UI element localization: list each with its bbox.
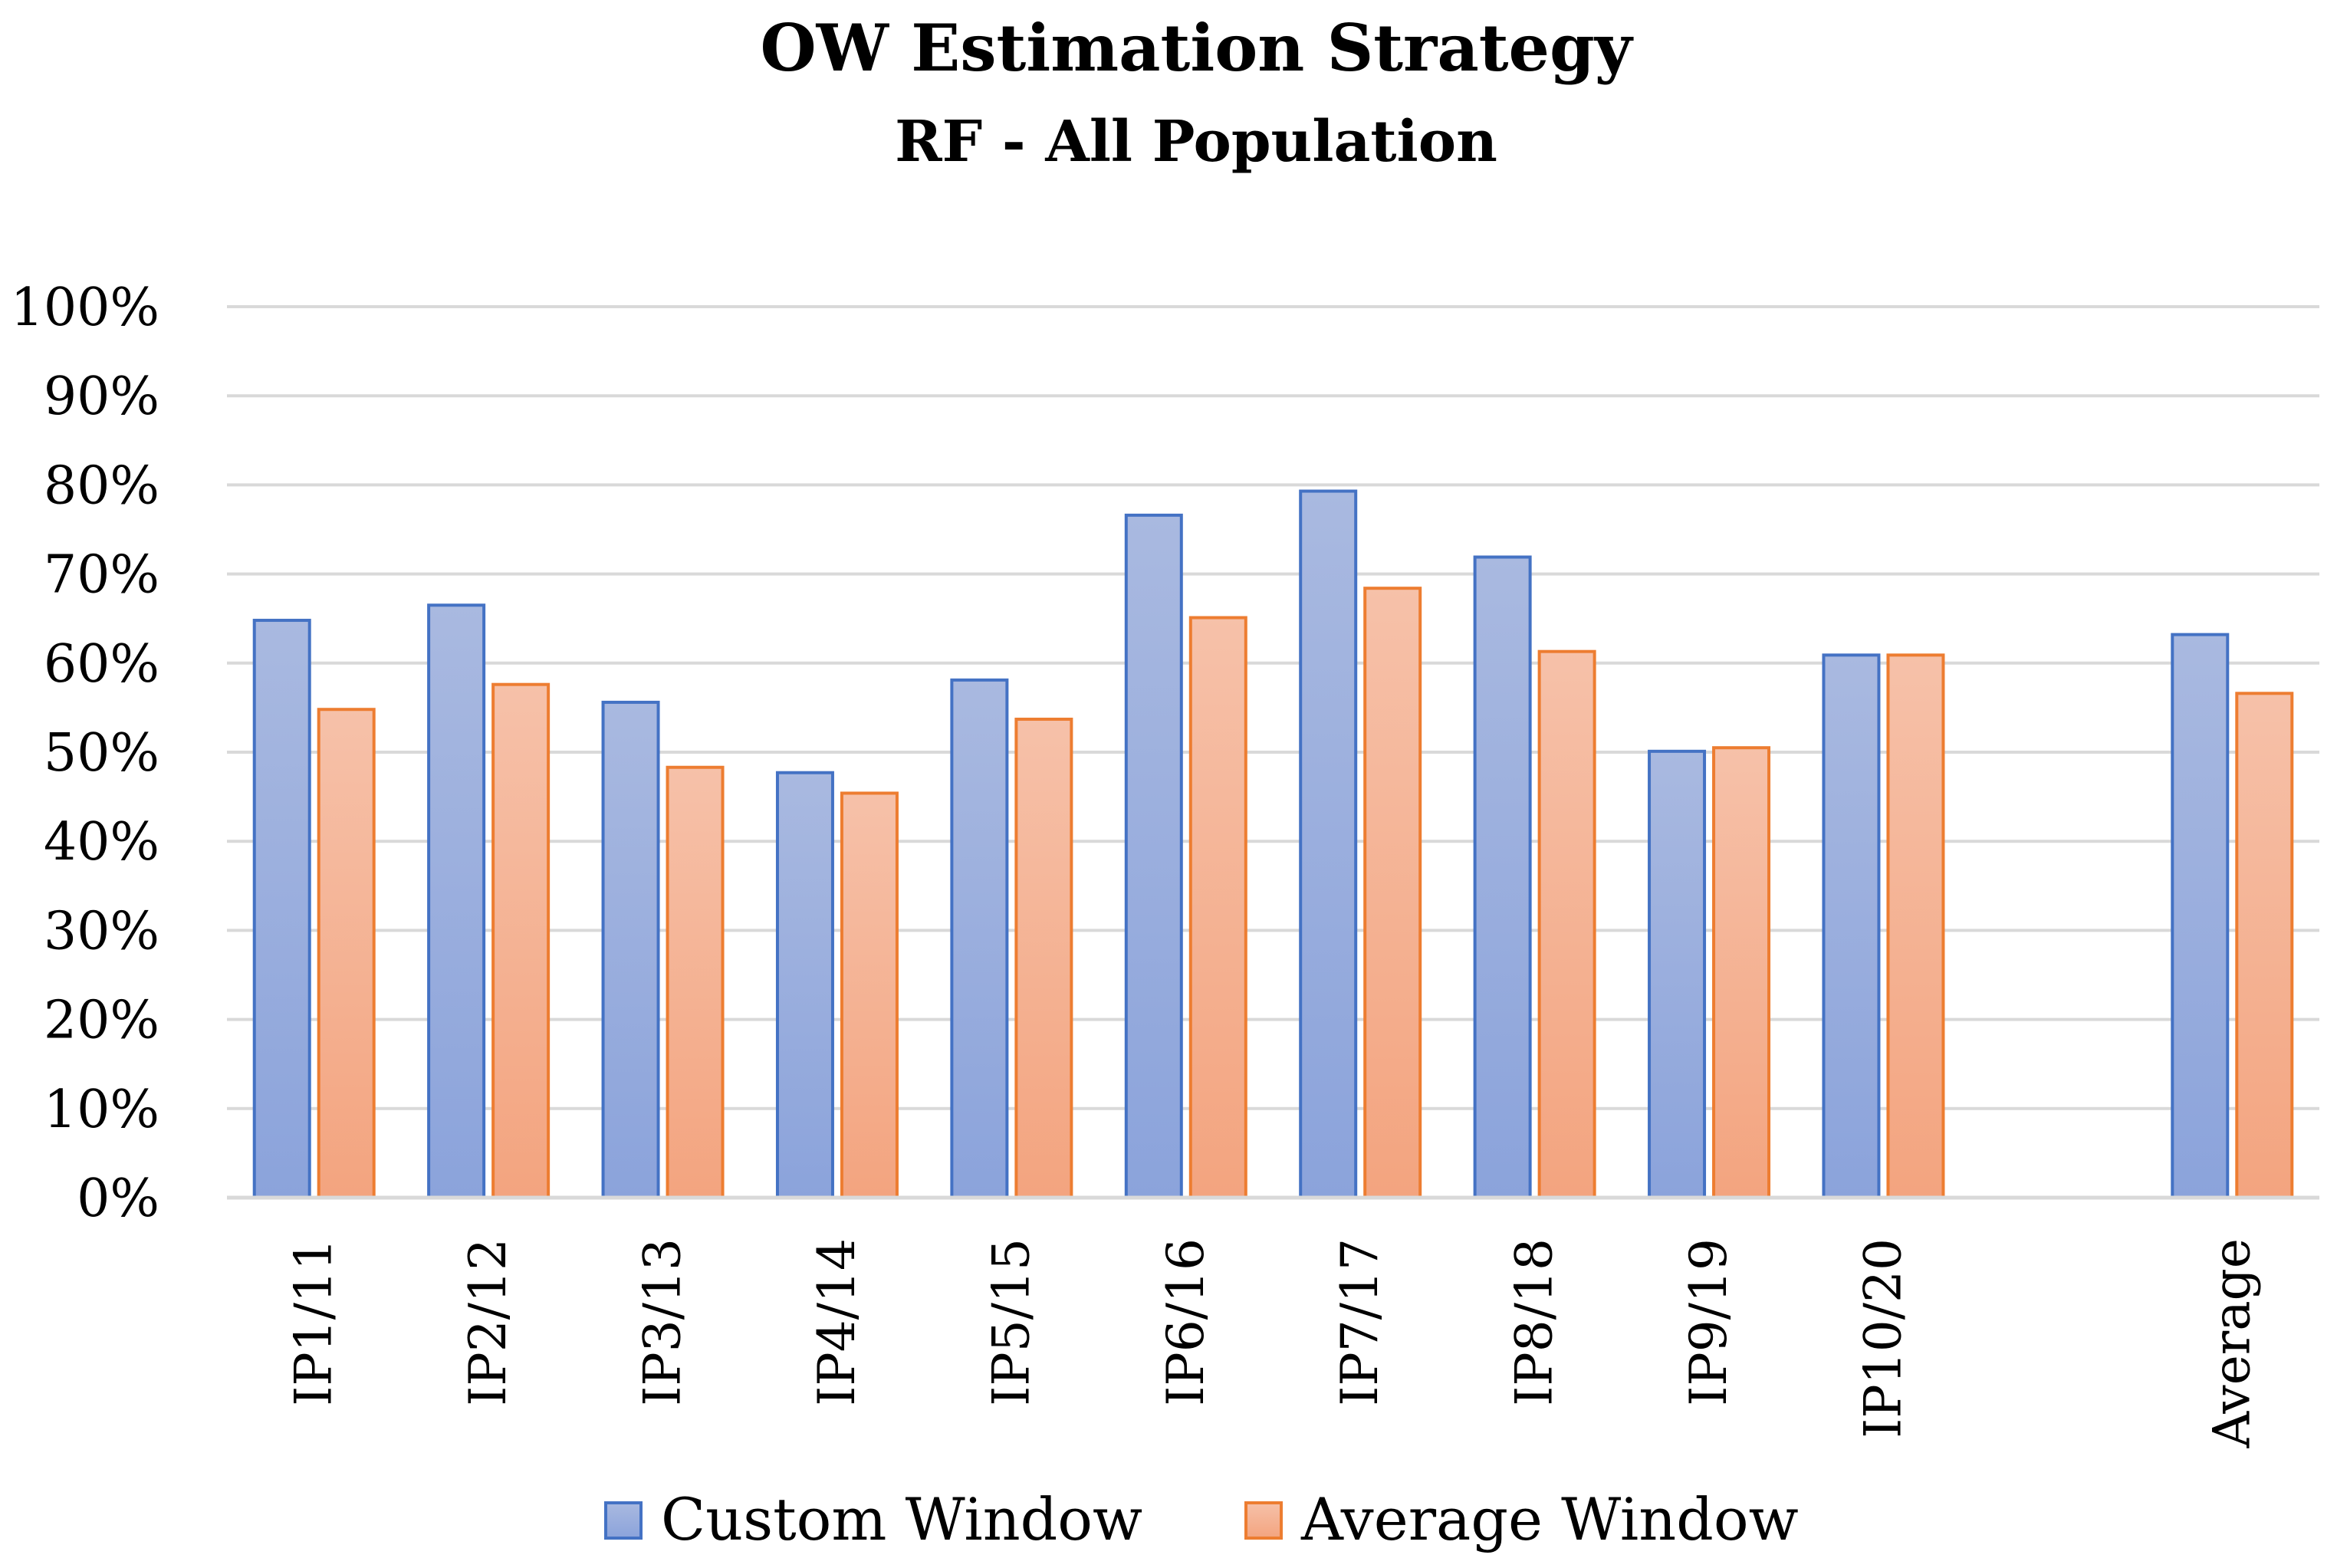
bar-average-window <box>1886 653 1945 1199</box>
bar-custom-window <box>601 700 660 1199</box>
bar-average-window <box>491 682 551 1199</box>
x-tick-label: IP4/14 <box>807 1238 866 1406</box>
y-tick-label: 70% <box>44 545 159 606</box>
bar-custom-window <box>1299 489 1358 1199</box>
bar-custom-window <box>1648 749 1707 1199</box>
bar-average-window <box>1537 649 1596 1199</box>
legend-swatch <box>1244 1501 1283 1540</box>
legend-label: Average Window <box>1300 1485 1799 1553</box>
x-tick-label: Average <box>2202 1238 2261 1449</box>
y-tick-label: 50% <box>44 723 159 784</box>
x-tick-label: IP3/13 <box>633 1238 692 1406</box>
y-tick-label: 20% <box>44 991 159 1051</box>
legend: Custom Window Average Window <box>604 1485 1799 1553</box>
legend-label: Custom Window <box>661 1485 1142 1553</box>
x-tick-label: IP5/15 <box>981 1238 1040 1406</box>
bar-average-window <box>666 765 725 1199</box>
x-axis-ticks: IP1/11 IP2/12 IP3/13 IP4/14 IP5/15 IP6/16 IP7/… <box>284 1238 2262 1449</box>
y-tick-label: 60% <box>44 634 159 695</box>
chart-title: OW Estimation Strategy <box>760 10 1633 86</box>
bar-custom-window <box>1473 555 1532 1199</box>
y-tick-label: 90% <box>44 367 159 427</box>
x-tick-label: IP10/20 <box>1853 1238 1912 1438</box>
bar-average-window <box>317 708 376 1199</box>
y-tick-label: 0% <box>77 1169 159 1229</box>
bar-custom-window <box>2171 633 2230 1199</box>
bars <box>252 489 2294 1199</box>
x-tick-label: IP8/18 <box>1505 1238 1564 1406</box>
bar-average-window <box>1363 587 1422 1199</box>
bar-average-window <box>1014 718 1073 1199</box>
y-tick-label: 30% <box>44 901 159 962</box>
chart-subtitle: RF - All Population <box>895 109 1497 175</box>
bar-custom-window <box>1124 513 1183 1199</box>
bar-custom-window <box>1822 653 1881 1199</box>
bar-custom-window <box>427 603 486 1199</box>
y-tick-label: 10% <box>44 1080 159 1140</box>
x-tick-label: IP9/19 <box>1679 1238 1738 1406</box>
x-tick-label: IP7/17 <box>1330 1238 1389 1406</box>
x-tick-label: IP6/16 <box>1156 1238 1215 1406</box>
bar-custom-window <box>775 771 834 1199</box>
y-tick-label: 40% <box>44 812 159 873</box>
y-tick-label: 100% <box>11 278 159 338</box>
x-tick-label: IP2/12 <box>459 1238 518 1406</box>
bar-custom-window <box>252 619 311 1199</box>
bar-average-window <box>2235 692 2294 1199</box>
bar-average-window <box>840 791 899 1199</box>
x-tick-label: IP1/11 <box>284 1238 343 1406</box>
bar-average-window <box>1188 616 1247 1199</box>
bar-custom-window <box>950 678 1009 1199</box>
y-axis-ticks: 0% 10% 20% 30% 40% 50% 60% 70% 80% 90% 100% <box>11 278 159 1229</box>
legend-swatch <box>604 1501 643 1540</box>
y-tick-label: 80% <box>44 455 159 516</box>
gridlines <box>227 305 2319 1110</box>
bar-average-window <box>1712 746 1771 1199</box>
